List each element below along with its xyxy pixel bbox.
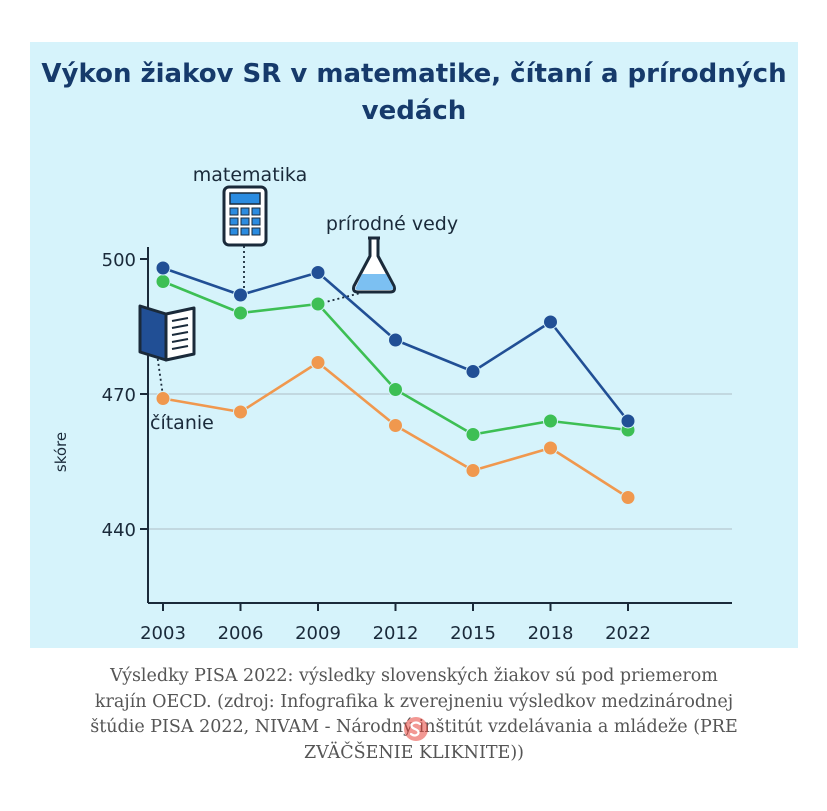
data-point xyxy=(465,463,481,478)
watermark-icon xyxy=(404,717,428,741)
calculator-icon xyxy=(222,185,268,247)
y-tick-label: 500 xyxy=(102,250,136,271)
flask-icon xyxy=(352,236,396,294)
caption-line: ZVÄČŠENIE KLIKNITE)) xyxy=(304,742,524,763)
x-tick-label: 2009 xyxy=(295,623,341,644)
data-point xyxy=(465,427,481,442)
y-axis-label: skóre xyxy=(52,432,70,472)
data-point xyxy=(233,305,248,321)
series-label-prirodne-vedy: prírodné vedy xyxy=(326,213,458,235)
data-point xyxy=(543,413,558,429)
infographic[interactable]: Výkon žiakov SR v matematike, čítaní a p… xyxy=(30,42,798,648)
data-point xyxy=(543,440,558,456)
data-point xyxy=(310,355,326,370)
data-point xyxy=(233,404,248,420)
series-label-citanie: čítanie xyxy=(150,412,214,434)
x-tick-label: 2018 xyxy=(528,623,574,644)
data-point xyxy=(543,314,558,330)
x-tick-label: 2015 xyxy=(450,623,496,644)
data-point xyxy=(620,490,636,505)
data-point xyxy=(155,391,171,406)
x-tick-label: 2012 xyxy=(373,623,419,644)
series-label-matematika: matematika xyxy=(193,164,307,186)
data-point xyxy=(155,274,171,289)
data-point xyxy=(233,287,248,303)
data-point xyxy=(388,332,403,348)
x-tick-label: 2006 xyxy=(218,623,264,644)
data-point xyxy=(620,413,636,429)
caption-line: krajín OECD. (zdroj: Infografika k zvere… xyxy=(94,691,734,712)
data-point xyxy=(310,296,326,312)
data-point xyxy=(388,382,403,397)
data-point xyxy=(155,260,171,276)
chart-title: Výkon žiakov SR v matematike, čítaní a p… xyxy=(41,59,787,126)
figure-caption: Výsledky PISA 2022: výsledky slovenských… xyxy=(30,664,798,766)
book-icon xyxy=(138,304,196,362)
data-point xyxy=(310,265,326,280)
line-chart: 500 470 440 2003 2006 2009 2012 2015 2018 2022 sk… xyxy=(52,164,732,644)
x-tick-label: 2003 xyxy=(140,623,186,644)
reading-callout-line xyxy=(156,353,164,397)
caption-line: Výsledky PISA 2022: výsledky slovenských… xyxy=(110,666,718,686)
y-tick-label: 440 xyxy=(102,520,136,541)
data-point xyxy=(465,364,481,379)
y-tick-label: 470 xyxy=(102,385,136,406)
data-point xyxy=(388,418,403,433)
x-tick-label: 2022 xyxy=(605,623,651,644)
